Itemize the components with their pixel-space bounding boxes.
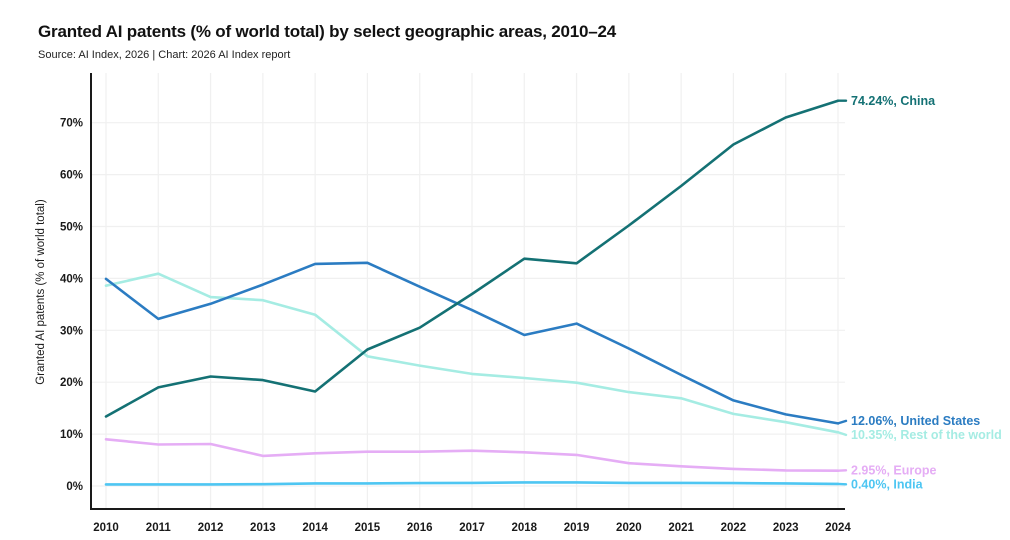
vertical-gridlines xyxy=(105,73,839,509)
y-tick-label: 0% xyxy=(66,481,83,493)
series-line-europe xyxy=(104,437,840,473)
y-tick-labels: 0% 10% 20% 30% 40% 50% 60% 70% xyxy=(60,118,83,493)
chart-source-line: Source: AI Index, 2026 | Chart: 2026 AI … xyxy=(38,49,291,61)
x-tick-label: 2011 xyxy=(146,522,172,534)
series-line-china xyxy=(104,99,840,418)
x-tick-label: 2022 xyxy=(721,522,747,534)
x-tick-label: 2018 xyxy=(511,522,537,534)
series-end-label-china: 74.24%, China xyxy=(851,94,936,108)
horizontal-gridlines xyxy=(92,122,845,487)
y-tick-label: 30% xyxy=(60,325,83,337)
series-end-label-united-states: 12.06%, United States xyxy=(851,414,980,428)
series-line-united-states xyxy=(104,261,840,425)
y-tick-label: 50% xyxy=(60,222,83,234)
x-tick-label: 2015 xyxy=(355,522,381,534)
x-tick-label: 2020 xyxy=(616,522,642,534)
y-tick-label: 10% xyxy=(60,429,83,441)
y-tick-label: 40% xyxy=(60,273,83,285)
series-end-label-india: 0.40%, India xyxy=(851,478,924,492)
x-tick-label: 2016 xyxy=(407,522,433,534)
x-tick-labels: 2010 2011 2012 2013 2014 2015 2016 2017 2018 2019… xyxy=(93,522,851,534)
x-tick-label: 2021 xyxy=(668,522,694,534)
y-tick-label: 60% xyxy=(60,170,83,182)
series-end-label-rest-of-the-world: 10.35%, Rest of the world xyxy=(851,428,1002,442)
y-tick-label: 70% xyxy=(60,118,83,130)
series-line-india xyxy=(104,481,840,486)
x-tick-label: 2019 xyxy=(564,522,590,534)
y-axis-title: Granted AI patents (% of world total) xyxy=(35,199,47,385)
series-end-label-europe: 2.95%, Europe xyxy=(851,464,936,478)
x-tick-label: 2010 xyxy=(93,522,119,534)
x-tick-label: 2023 xyxy=(773,522,799,534)
series-lines xyxy=(104,99,840,486)
x-tick-label: 2014 xyxy=(302,522,328,534)
x-tick-label: 2012 xyxy=(198,522,224,534)
x-tick-label: 2013 xyxy=(250,522,276,534)
series-end-labels: 74.24%, China 12.06%, United States10.35%… xyxy=(836,94,1002,492)
x-tick-label: 2017 xyxy=(459,522,485,534)
chart-title: Granted AI patents (% of world total) by… xyxy=(38,22,617,41)
label-connector-rest-of-the-world xyxy=(836,431,848,437)
x-tick-label: 2024 xyxy=(825,522,851,534)
y-tick-label: 20% xyxy=(60,377,83,389)
label-connector-united-states xyxy=(836,419,848,425)
